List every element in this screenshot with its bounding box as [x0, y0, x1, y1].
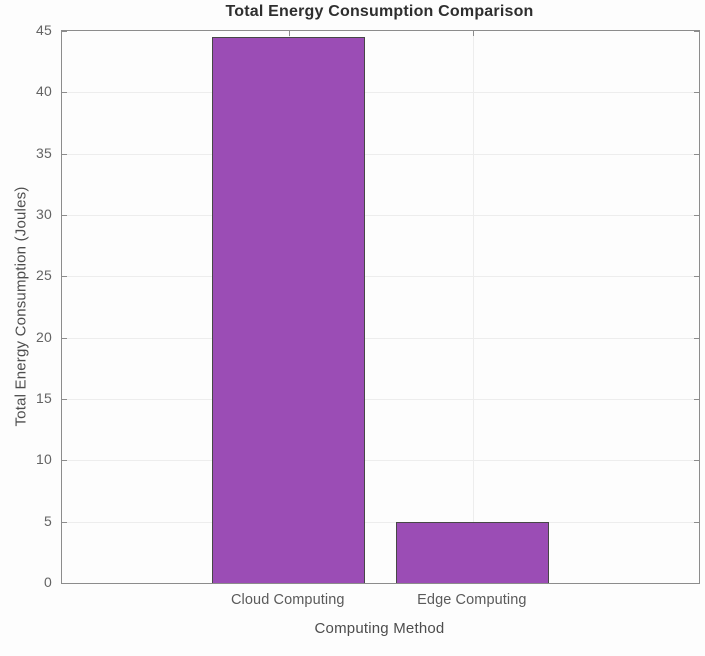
- right-tick-35: [694, 153, 699, 155]
- h-gridline-20: [62, 337, 699, 339]
- y-tick-label-5: 5: [44, 512, 52, 529]
- y-tick-label-35: 35: [36, 144, 52, 161]
- left-tick-30: [62, 215, 67, 216]
- bar-edge-computing: [396, 521, 549, 583]
- left-tick-45: [62, 31, 67, 32]
- y-tick-label-45: 45: [36, 22, 52, 38]
- h-gridline-5: [62, 521, 699, 523]
- y-tick-label-25: 25: [36, 267, 52, 284]
- bar-cloud-computing: [212, 37, 365, 583]
- h-gridline-25: [62, 276, 699, 278]
- y-tick-label-40: 40: [36, 83, 52, 100]
- right-tick-10: [694, 460, 699, 462]
- y-axis-label: Total Energy Consumption (Joules): [12, 186, 30, 427]
- left-tick-5: [62, 521, 67, 523]
- plot-area: [61, 30, 700, 584]
- right-tick-5: [694, 521, 699, 523]
- h-gridline-15: [62, 399, 699, 400]
- right-tick-45: [694, 31, 699, 32]
- right-tick-20: [694, 337, 699, 339]
- left-tick-20: [62, 337, 67, 339]
- h-gridline-10: [62, 460, 699, 462]
- left-tick-15: [62, 399, 67, 400]
- y-tick-label-30: 30: [36, 206, 52, 222]
- left-tick-40: [62, 92, 67, 94]
- y-tick-label-15: 15: [36, 390, 52, 406]
- top-tick-cat-0: [289, 31, 290, 36]
- v-gridline-1: [473, 31, 474, 583]
- right-tick-15: [694, 399, 699, 400]
- left-tick-10: [62, 460, 67, 462]
- h-gridline-30: [62, 215, 699, 216]
- right-tick-30: [694, 215, 699, 216]
- left-tick-25: [62, 276, 67, 278]
- y-tick-label-10: 10: [36, 451, 52, 468]
- x-tick-label-edge-computing: Edge Computing: [417, 592, 527, 608]
- y-tick-label-20: 20: [36, 328, 52, 345]
- left-tick-35: [62, 153, 67, 155]
- chart-title: Total Energy Consumption Comparison: [225, 3, 534, 20]
- right-tick-40: [694, 92, 699, 94]
- x-axis-label: Computing Method: [314, 620, 445, 637]
- h-gridline-35: [62, 153, 699, 155]
- x-tick-label-cloud-computing: Cloud Computing: [230, 592, 345, 608]
- right-tick-25: [694, 276, 699, 278]
- y-tick-label-0: 0: [44, 574, 52, 590]
- h-gridline-40: [62, 92, 699, 94]
- top-tick-cat-1: [473, 31, 474, 36]
